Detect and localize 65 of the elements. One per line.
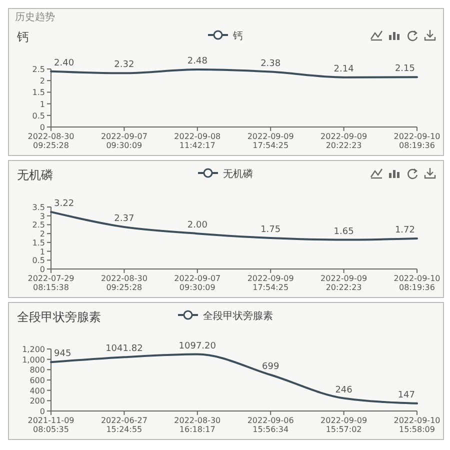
chart-title: 钙 bbox=[16, 30, 29, 44]
y-tick-label: 1,200 bbox=[22, 345, 45, 354]
legend-label: 无机磷 bbox=[223, 168, 253, 180]
x-tick-label: 2022-09-09 20:22:23 bbox=[320, 132, 368, 150]
y-tick-label: 0 bbox=[40, 123, 45, 132]
data-label: 2.32 bbox=[114, 60, 134, 70]
text: 历史趋势 bbox=[15, 11, 55, 23]
data-label: 2.37 bbox=[114, 214, 134, 224]
y-tick-label: 1.5 bbox=[32, 88, 45, 98]
data-label: 1.65 bbox=[334, 226, 354, 237]
data-label: 1041.82 bbox=[106, 344, 143, 354]
y-tick-label: 0 bbox=[40, 407, 45, 416]
y-tick-label: 3 bbox=[40, 212, 45, 221]
y-tick-label: 2 bbox=[40, 230, 45, 239]
x-tick-label: 2022-09-07 09:30:09 bbox=[100, 132, 148, 150]
data-label: 2.14 bbox=[334, 64, 354, 74]
data-label: 147 bbox=[398, 390, 415, 400]
chart-title: 全段甲状旁腺素 bbox=[17, 310, 101, 324]
y-tick-label: 0.5 bbox=[32, 256, 45, 266]
y-tick-label: 200 bbox=[30, 396, 45, 406]
x-tick-label: 2022-09-07 09:30:09 bbox=[174, 274, 221, 292]
y-tick-label: 2.5 bbox=[32, 220, 45, 230]
x-tick-label: 2022-09-10 15:58:09 bbox=[394, 416, 440, 434]
data-label: 2.00 bbox=[187, 220, 208, 231]
data-label: 945 bbox=[54, 349, 72, 360]
x-tick-label: 2022-09-09 17:54:25 bbox=[247, 132, 294, 150]
x-tick-label: 2022-09-06 15:56:34 bbox=[247, 416, 294, 434]
y-tick-label: 800 bbox=[30, 366, 45, 375]
y-tick-label: 1,000 bbox=[22, 355, 45, 364]
legend-label: 钙 bbox=[232, 31, 243, 42]
x-tick-label: 2022-07-29 08:15:38 bbox=[28, 274, 74, 292]
line-series bbox=[50, 210, 418, 241]
y-tick-label: 0.5 bbox=[32, 111, 45, 120]
x-tick-label: 2022-09-10 08:19:36 bbox=[394, 274, 440, 292]
y-tick-label: 1.5 bbox=[32, 238, 45, 248]
data-label: 1.75 bbox=[260, 225, 281, 235]
x-tick-label: 2022-09-09 17:54:25 bbox=[247, 274, 294, 292]
data-label: 2.15 bbox=[394, 64, 415, 74]
y-tick-label: 0 bbox=[40, 265, 45, 274]
x-tick-label: 2022-08-30 16:18:17 bbox=[174, 416, 221, 434]
x-tick-label: 2022-08-30 09:25:28 bbox=[28, 132, 74, 150]
x-tick-label: 2021-11-09 08:05:35 bbox=[28, 416, 74, 434]
y-tick-label: 400 bbox=[30, 386, 45, 396]
data-label: 246 bbox=[335, 385, 353, 396]
x-tick-label: 2022-06-27 15:24:55 bbox=[100, 416, 148, 434]
data-label: 1097.20 bbox=[178, 341, 216, 352]
x-tick-label: 2022-09-08 11:42:17 bbox=[174, 132, 221, 150]
chart-title: 无机磷 bbox=[17, 168, 53, 182]
data-label: 2.40 bbox=[54, 58, 74, 68]
data-label: 3.22 bbox=[54, 198, 74, 209]
data-label: 2.38 bbox=[260, 58, 281, 69]
y-tick-label: 2 bbox=[40, 76, 45, 86]
y-tick-label: 2.5 bbox=[32, 65, 45, 74]
data-label: 1.72 bbox=[394, 226, 415, 236]
y-tick-label: 1 bbox=[40, 100, 45, 109]
y-tick-label: 1 bbox=[40, 247, 45, 256]
x-tick-label: 2022-09-09 15:57:02 bbox=[320, 416, 368, 434]
legend-label: 全段甲状旁腺素 bbox=[203, 310, 273, 322]
data-label: 2.48 bbox=[187, 56, 208, 66]
x-tick-label: 2022-09-10 08:19:36 bbox=[394, 132, 440, 150]
y-tick-label: 600 bbox=[30, 376, 45, 385]
x-tick-label: 2022-09-09 20:22:23 bbox=[320, 274, 368, 292]
data-label: 699 bbox=[262, 362, 280, 372]
y-tick-label: 3.5 bbox=[32, 203, 45, 212]
x-tick-label: 2022-08-30 09:25:28 bbox=[100, 274, 148, 292]
